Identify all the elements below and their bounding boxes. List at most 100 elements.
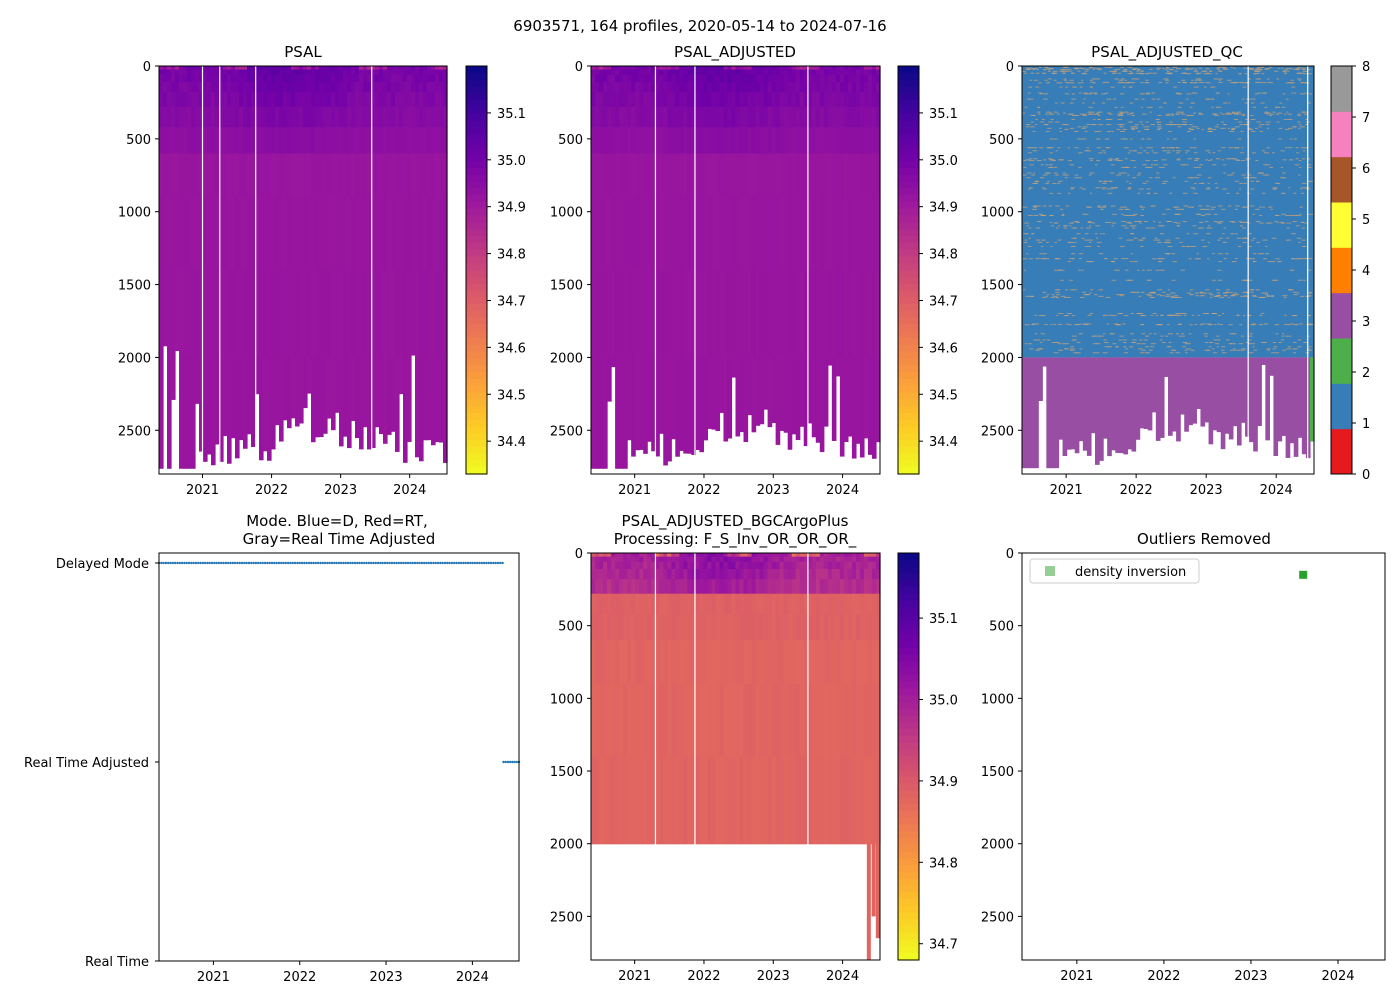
- profile-cell: [687, 561, 692, 570]
- qc-noise: [1250, 239, 1254, 241]
- qc-noise: [1280, 339, 1285, 341]
- profile-cell: [699, 153, 704, 198]
- profile-cell: [219, 153, 224, 198]
- profile-cell: [331, 69, 336, 76]
- qc-noise: [1098, 118, 1101, 120]
- qc-noise: [1228, 296, 1231, 298]
- mode-point-delayed: [300, 561, 304, 565]
- qc-noise: [1242, 86, 1247, 88]
- profile-cell: [667, 614, 672, 641]
- profile-cell: [715, 357, 721, 432]
- profile-cell: [671, 683, 676, 758]
- profile-cell: [263, 197, 268, 271]
- profile-cell: [299, 106, 304, 128]
- qc-noise: [1190, 349, 1195, 351]
- profile-cell: [771, 357, 777, 424]
- qc-noise: [1200, 295, 1205, 297]
- qc-noise: [1218, 253, 1223, 255]
- qc-noise: [1297, 346, 1302, 348]
- profile-cell: [875, 556, 881, 563]
- profile-cell: [619, 561, 624, 570]
- qc-noise: [1090, 86, 1094, 88]
- qc-noise: [1051, 225, 1055, 227]
- profile-cell: [431, 197, 436, 271]
- qc-noise: [1232, 294, 1238, 296]
- qc-noise: [1264, 111, 1269, 113]
- profile-cell: [323, 270, 328, 359]
- profile-cell: [291, 106, 296, 128]
- profile-cell: [595, 614, 600, 641]
- qc-noise: [1058, 225, 1061, 227]
- qc-noise: [1212, 253, 1215, 255]
- profile-cell: [627, 82, 632, 93]
- profile-cell: [703, 614, 709, 641]
- qc-noise: [1165, 79, 1169, 81]
- profile-cell: [659, 357, 664, 434]
- qc-noise: [1206, 233, 1211, 235]
- profile-cell: [691, 640, 696, 685]
- profile-cell: [731, 553, 737, 558]
- profile-cell: [763, 82, 769, 93]
- qc-noise: [1169, 121, 1173, 123]
- profile-cell: [807, 74, 813, 83]
- mode-ytick-label-0: Delayed Mode: [56, 557, 149, 572]
- profile-cell: [419, 66, 424, 71]
- profile-cell: [675, 66, 680, 71]
- qc-noise: [1039, 341, 1043, 343]
- mode-point-delayed: [160, 561, 163, 565]
- profile-cell: [619, 756, 624, 845]
- profile-cell: [259, 74, 264, 83]
- profile-cell: [659, 74, 664, 83]
- profile-cell: [819, 683, 825, 758]
- profile-cell: [803, 153, 809, 198]
- qc-noise: [1204, 213, 1210, 215]
- qc-noise: [1244, 102, 1248, 104]
- qc-noise: [1128, 279, 1134, 281]
- qc-noise: [1052, 70, 1058, 72]
- profile-cell: [371, 127, 376, 155]
- profile-cell: [659, 614, 664, 641]
- profile-cell: [639, 69, 644, 76]
- colorbar-segment: [898, 86, 919, 94]
- qc-noise: [1301, 239, 1306, 241]
- qc-noise: [1065, 343, 1069, 345]
- profile-cell: [631, 556, 636, 563]
- profile-cell: [715, 127, 721, 155]
- qc-noise: [1265, 222, 1271, 224]
- colorbar-segment: [466, 147, 487, 155]
- psal_adj-xtick-label-2024: 2024: [826, 483, 859, 498]
- mode-point-delayed: [335, 561, 338, 565]
- profile-cell: [267, 69, 272, 76]
- profile-cell: [291, 82, 296, 93]
- qc-noise: [1126, 113, 1132, 115]
- profile-cell: [427, 127, 432, 155]
- profile-cell: [419, 357, 424, 462]
- qc-noise: [1073, 86, 1077, 88]
- colorbar-segment: [466, 378, 487, 387]
- colorbar-segment: [898, 932, 919, 941]
- profile-cell: [295, 197, 300, 271]
- mode-point-delayed: [250, 561, 253, 565]
- qc-noise: [1213, 221, 1218, 223]
- qc-noise: [1103, 72, 1107, 74]
- qc-noise: [1064, 296, 1068, 298]
- qc-noise: [1249, 289, 1255, 291]
- profile-cell: [783, 66, 789, 71]
- qc-noise: [1176, 222, 1181, 224]
- qc-noise: [1174, 296, 1179, 298]
- qc-noise: [1266, 147, 1270, 149]
- profile-cell: [635, 127, 640, 155]
- profile-cell: [631, 66, 636, 71]
- mode-point-delayed: [164, 561, 168, 565]
- profile-cell: [631, 69, 636, 76]
- qc-noise: [1189, 294, 1192, 296]
- profile-cell: [619, 74, 624, 83]
- profile-cell: [191, 270, 196, 359]
- profile-cell: [339, 197, 344, 271]
- qc-noise: [1022, 70, 1026, 72]
- profile-cell: [683, 640, 688, 685]
- profile-cell: [443, 357, 448, 463]
- profile-cell: [723, 683, 729, 758]
- qc-noise: [1069, 70, 1073, 72]
- profile-cell: [851, 82, 857, 93]
